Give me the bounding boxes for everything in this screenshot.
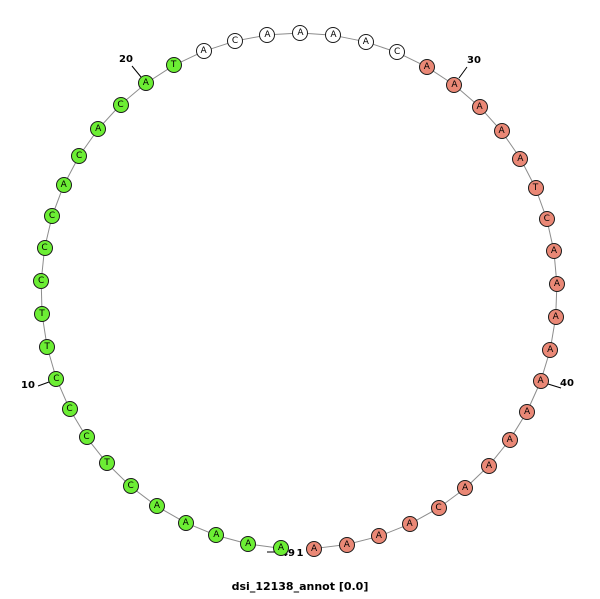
tick-line-40 [547,383,562,389]
nucleotide-node-13: C [33,273,50,290]
nucleotide-node-35: C [538,211,555,227]
nucleotide-node-28: C [389,44,406,61]
nucleotide-node-29: A [418,58,435,75]
nucleotide-node-5: A [149,498,166,515]
nucleotide-node-11: T [39,338,56,355]
nucleotide-node-37: A [548,276,565,293]
nucleotide-node-30: A [446,77,463,94]
tick-label-49: 49 [281,548,295,559]
nucleotide-node-34: T [527,179,544,196]
nucleotide-node-49: A [306,540,323,557]
nucleotide-node-24: A [259,26,276,43]
nucleotide-node-46: A [401,516,418,533]
nucleotide-node-25: A [292,25,309,41]
nucleotide-node-38: A [547,309,564,326]
nucleotide-node-20: A [137,75,154,92]
tick-label-1: 1 [297,548,304,559]
nucleotide-node-45: C [430,500,447,517]
nucleotide-node-17: C [71,147,88,164]
nucleotide-node-31: A [471,98,488,115]
nucleotide-node-40: A [532,373,549,390]
nucleotide-node-1: A [273,540,289,557]
nucleotide-node-43: A [481,457,497,474]
nucleotide-node-33: A [512,150,529,167]
nucleotide-node-9: C [61,401,78,418]
nucleotide-node-39: A [542,341,559,358]
nucleotide-node-7: T [99,455,116,472]
nucleotide-node-26: A [325,27,342,44]
nucleotide-node-36: A [545,243,562,260]
nucleotide-node-18: A [90,120,107,137]
nucleotide-node-48: A [338,536,355,553]
tick-line-30 [458,66,468,79]
nucleotide-node-12: T [34,306,51,323]
nucleotide-node-23: C [226,33,243,50]
nucleotide-node-44: A [457,480,474,497]
nucleotide-node-10: C [48,370,65,387]
nucleotide-node-2: A [240,535,257,552]
tick-line-10 [37,381,50,387]
tick-label-10: 10 [21,380,35,391]
nucleotide-node-47: A [370,528,387,545]
nucleotide-node-15: C [44,208,61,225]
tick-label-20: 20 [119,54,133,65]
nucleotide-node-22: A [195,43,212,60]
nucleotide-node-41: A [519,403,536,420]
tick-label-30: 30 [467,55,481,66]
nucleotide-node-42: A [501,431,518,448]
nucleotide-node-32: A [493,123,510,140]
nucleotide-node-14: C [36,240,53,257]
nucleotide-node-16: A [55,177,72,194]
figure-caption: dsi_12138_annot [0.0] [231,580,369,593]
nucleotide-node-6: C [122,478,139,495]
nucleotide-node-4: A [177,514,194,531]
nucleotide-node-8: C [78,429,95,446]
nucleotide-node-3: A [208,527,225,544]
nucleotide-node-19: C [112,96,129,113]
tick-label-40: 40 [560,378,574,389]
nucleotide-node-21: T [165,57,182,74]
tick-line-20 [131,65,142,78]
nucleotide-node-27: A [357,33,374,50]
